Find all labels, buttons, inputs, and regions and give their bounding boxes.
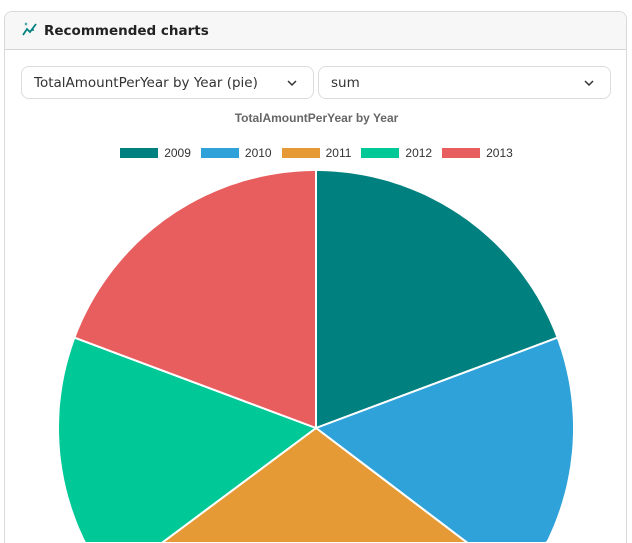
legend-item-2009[interactable]: 2009 [120,146,191,160]
pie-slice-2012[interactable] [57,336,319,543]
legend-label: 2012 [405,146,433,160]
aggregation-select-value: sum [331,74,360,91]
legend-item-2013[interactable]: 2013 [442,146,513,160]
legend-label: 2013 [486,146,513,160]
legend-swatch [200,148,239,158]
chart-select-value: TotalAmountPerYear by Year (pie) [34,74,258,91]
chart-legend: 2009 2010 2011 2012 2013 [5,146,628,160]
legend-swatch [442,148,481,158]
legend-item-2011[interactable]: 2011 [281,146,352,160]
legend-label: 2010 [244,146,272,160]
panel-header: Recommended charts [5,12,626,50]
chevron-down-icon [287,80,297,87]
pie-slice-2013[interactable] [73,169,317,430]
legend-item-2012[interactable]: 2012 [361,146,432,160]
legend-swatch [361,148,400,158]
pie-slice-2011[interactable] [160,426,470,543]
chart-title: TotalAmountPerYear by Year [234,111,399,125]
pie-slice-2009[interactable] [315,169,559,430]
recommended-charts-panel: Recommended charts TotalAmountPerYear by… [4,11,627,543]
chart-select[interactable]: TotalAmountPerYear by Year (pie) [21,66,314,99]
legend-item-2010[interactable]: 2010 [200,146,272,160]
legend-swatch [120,148,159,158]
pie-slice-2010[interactable] [313,336,575,543]
sparkle-chart-icon [22,21,38,41]
legend-label: 2009 [164,146,191,160]
chevron-down-icon [584,80,594,87]
panel-title: Recommended charts [44,22,209,39]
legend-swatch [281,148,320,158]
aggregation-select[interactable]: sum [318,66,611,99]
legend-label: 2011 [325,146,352,160]
